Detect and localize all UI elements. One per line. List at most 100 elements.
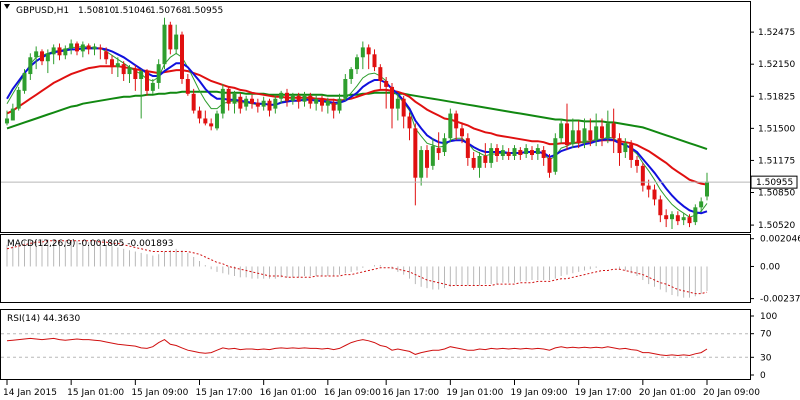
candle-body	[524, 148, 529, 155]
candle	[407, 112, 412, 141]
candle	[57, 43, 62, 61]
candle	[261, 96, 266, 111]
candle-body	[296, 95, 301, 102]
candle	[75, 41, 79, 56]
candle	[372, 49, 377, 72]
candle-body	[150, 82, 155, 91]
candle-body	[623, 143, 628, 153]
candle-body	[413, 128, 418, 178]
candle	[220, 83, 225, 119]
candle	[232, 90, 237, 114]
candle	[705, 172, 709, 201]
candle-body	[664, 215, 669, 220]
price-tick-label: 1.51825	[758, 92, 795, 102]
candle	[500, 145, 505, 160]
time-tick-label: 16 Jan 09:00	[324, 388, 381, 398]
candle	[664, 209, 669, 228]
candle	[191, 88, 196, 114]
candle	[640, 162, 645, 192]
candle-body	[495, 148, 499, 156]
candle-body	[646, 185, 651, 190]
candle	[51, 44, 56, 65]
macd-panel[interactable]: MACD(12,26,9) -0.001805 -0.001893 0.0020…	[0, 234, 800, 305]
candle	[670, 211, 674, 230]
candle-body	[232, 93, 237, 104]
candle-body	[401, 98, 406, 117]
candle	[512, 145, 517, 160]
price-panel[interactable]: 1.52475 1.52150 1.51825 1.51500 1.51175 1.508…	[0, 1, 798, 233]
candle-body	[594, 126, 599, 141]
candle-body	[191, 93, 196, 111]
candle-body	[565, 123, 569, 146]
candle	[693, 204, 698, 226]
candle-body	[69, 43, 74, 49]
candle	[22, 69, 27, 94]
candle-body	[629, 144, 634, 160]
candle-body	[395, 98, 400, 109]
macd-signal-line	[6, 240, 708, 295]
close-value: 1.50955	[186, 6, 223, 16]
candle	[582, 118, 587, 149]
candle-body	[63, 48, 68, 56]
high-value: 1.51046	[114, 6, 151, 16]
rsi-panel[interactable]: RSI(14) 44.3630 100 70 30 0	[0, 309, 778, 382]
candle	[104, 47, 109, 65]
candle-body	[576, 130, 581, 144]
candle-body	[145, 71, 149, 91]
rsi-tick-label: 30	[760, 353, 772, 363]
candle-body	[477, 155, 482, 168]
candle	[180, 31, 184, 84]
candle-body	[244, 98, 249, 107]
candle	[40, 49, 44, 66]
candle-body	[547, 157, 552, 173]
candle	[133, 65, 138, 91]
candle	[483, 143, 488, 168]
candle	[115, 57, 120, 78]
time-tick-label: 19 Jan 09:00	[511, 388, 568, 398]
candle-body	[273, 98, 278, 109]
rsi-title: RSI(14) 44.3630	[7, 314, 80, 324]
candle-body	[255, 102, 260, 107]
candle-body	[699, 201, 704, 208]
candle-body	[16, 89, 21, 109]
candle-body	[436, 148, 441, 154]
candle-body	[582, 128, 587, 144]
candle-body	[279, 92, 284, 99]
candle-body	[320, 98, 324, 106]
candle	[629, 140, 634, 168]
candle-body	[215, 113, 219, 129]
candle	[570, 118, 575, 149]
candle	[34, 46, 39, 70]
candle	[699, 197, 704, 213]
candle	[285, 88, 289, 107]
candle-body	[681, 217, 686, 221]
candle-body	[518, 150, 523, 156]
price-tick-label: 1.51500	[758, 124, 795, 134]
candle-body	[483, 155, 488, 163]
candle-body	[139, 71, 144, 79]
candle	[226, 86, 231, 111]
candle-body	[705, 181, 709, 197]
candle-body	[10, 108, 15, 121]
candle-body	[121, 64, 126, 75]
candle-body	[506, 152, 511, 156]
price-tick-label: 1.50520	[758, 221, 795, 231]
time-tick-label: 15 Jan 09:00	[131, 388, 188, 398]
candle	[209, 118, 214, 131]
candle	[635, 155, 639, 173]
candle	[506, 148, 511, 160]
candle-body	[28, 57, 33, 75]
candle	[559, 118, 564, 144]
candle-body	[98, 47, 103, 50]
candle	[419, 146, 424, 186]
time-axis: 14 Jan 2015 15 Jan 01:00 15 Jan 09:00 15 Ja…	[3, 380, 760, 398]
candle-body	[454, 113, 459, 129]
candle	[460, 122, 464, 144]
rsi-tick-label: 0	[760, 371, 766, 381]
candle-body	[285, 92, 289, 101]
candle	[576, 120, 581, 149]
candle	[86, 43, 91, 55]
macd-panel-frame	[0, 234, 751, 303]
candle-body	[337, 98, 342, 111]
